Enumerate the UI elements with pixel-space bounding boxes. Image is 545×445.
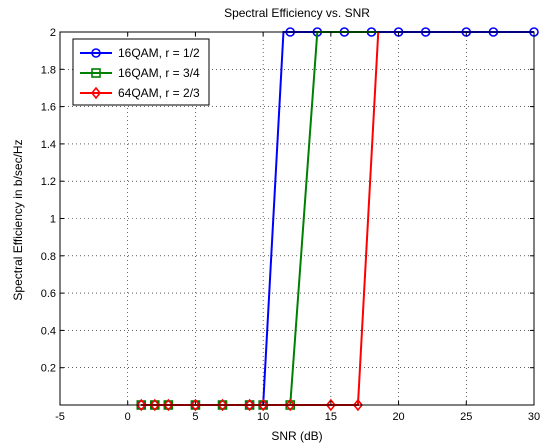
x-axis-label: SNR (dB) — [271, 429, 322, 443]
data-point — [190, 398, 201, 412]
legend-label: 16QAM, r = 1/2 — [118, 46, 200, 60]
y-tick-label: 1 — [50, 214, 56, 226]
gridlines — [60, 32, 534, 405]
y-tick-label: 2 — [50, 27, 56, 39]
data-point — [136, 398, 147, 412]
data-point — [325, 398, 336, 412]
y-tick-label: 0.8 — [41, 251, 56, 263]
data-point — [244, 398, 255, 412]
legend-marker — [91, 48, 101, 58]
axis-ticks: -5 0 5 10 15 20 25 30 0.2 0.4 0.6 0.8 1 1.2 1.4 1.6 1.8 2 — [41, 27, 540, 423]
y-tick-label: 1.4 — [41, 139, 56, 151]
chart-title: Spectral Efficiency vs. SNR — [224, 6, 370, 20]
x-tick-label: 15 — [325, 411, 337, 423]
legend-entry-3: 64QAM, r = 2/3 — [80, 86, 200, 100]
x-tick-label: -5 — [55, 411, 65, 423]
legend-label: 64QAM, r = 2/3 — [118, 86, 200, 100]
legend-label: 16QAM, r = 3/4 — [118, 66, 200, 80]
x-tick-label: 30 — [528, 411, 540, 423]
y-tick-label: 1.6 — [41, 102, 56, 114]
data-point — [163, 398, 174, 412]
y-tick-label: 0.6 — [41, 288, 56, 300]
legend: 16QAM, r = 1/2 16QAM, r = 3/4 64QAM, r = 2… — [72, 38, 210, 106]
x-tick-label: 0 — [125, 411, 131, 423]
x-tick-label: 10 — [257, 411, 269, 423]
y-tick-label: 0.4 — [41, 325, 56, 337]
data-point — [149, 398, 160, 412]
legend-entry-2: 16QAM, r = 3/4 — [80, 66, 200, 80]
legend-entry-1: 16QAM, r = 1/2 — [80, 46, 200, 60]
y-axis-label: Spectral Efficiency in b/sec/Hz — [11, 139, 25, 300]
y-tick-label: 0.2 — [41, 363, 56, 375]
legend-marker — [90, 86, 102, 100]
data-point — [285, 398, 296, 412]
x-tick-label: 20 — [392, 411, 404, 423]
y-tick-label: 1.2 — [41, 176, 56, 188]
legend-marker — [91, 68, 101, 78]
x-tick-label: 5 — [192, 411, 198, 423]
y-tick-label: 1.8 — [41, 64, 56, 76]
x-tick-label: 25 — [460, 411, 472, 423]
data-point — [217, 398, 228, 412]
data-point — [258, 398, 269, 412]
data-point — [352, 398, 363, 412]
